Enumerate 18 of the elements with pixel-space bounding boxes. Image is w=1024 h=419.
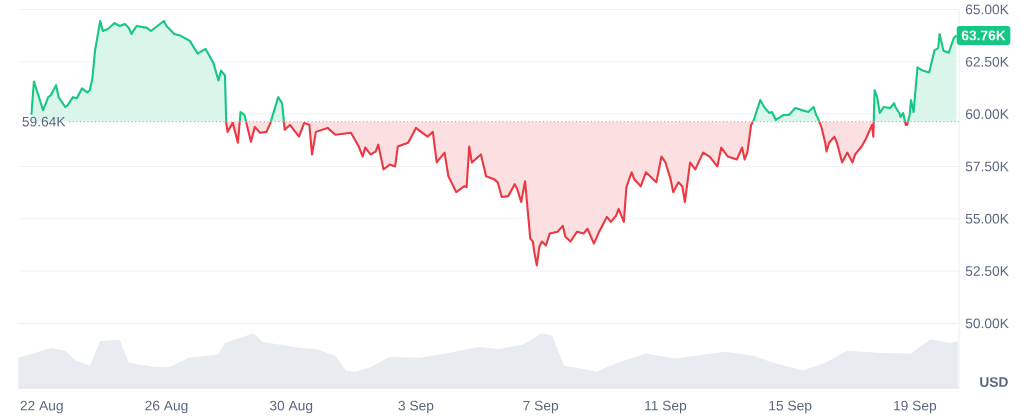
x-tick-label: 11 Sep xyxy=(645,400,687,413)
y-tick-label: 65.00K xyxy=(965,4,1009,15)
y-tick-label: 55.00K xyxy=(965,213,1009,224)
x-tick-label: 3 Sep xyxy=(398,400,434,413)
x-tick-label: 7 Sep xyxy=(523,400,559,413)
y-tick-label: 52.50K xyxy=(965,265,1009,276)
annotation: 63.76K xyxy=(961,30,1006,41)
x-tick-label: 19 Sep xyxy=(894,400,937,413)
y-tick-label: 50.00K xyxy=(965,318,1009,329)
x-tick-label: 22 Aug xyxy=(20,400,63,413)
x-tick-label: 26 Aug xyxy=(145,400,188,413)
y-axis-title: USD xyxy=(980,376,1008,387)
ref-line-label: 59.64K xyxy=(22,116,66,127)
x-tick-label: 15 Sep xyxy=(769,400,812,413)
y-tick-label: 57.50K xyxy=(965,161,1009,172)
x-tick-label: 30 Aug xyxy=(269,400,313,413)
y-tick-label: 62.50K xyxy=(965,56,1009,67)
y-tick-label: 60.00K xyxy=(965,108,1009,119)
